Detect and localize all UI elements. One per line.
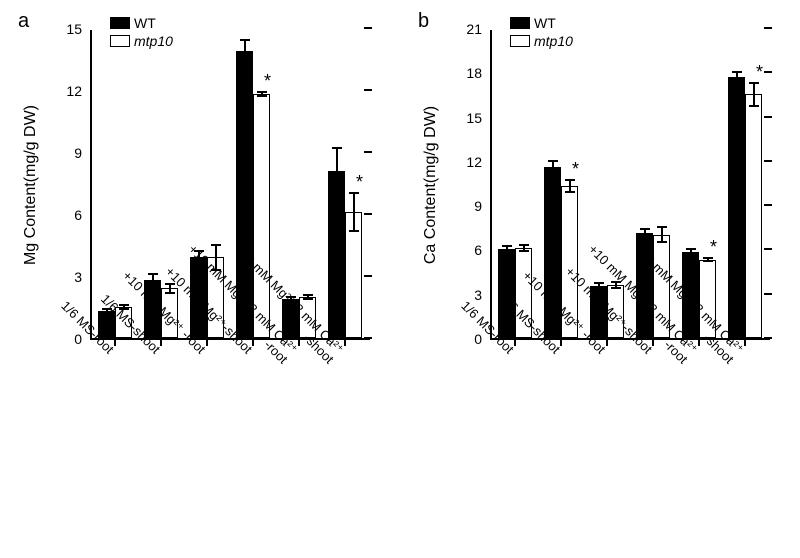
- error-cap: [657, 226, 667, 228]
- significance-marker: *: [710, 238, 717, 256]
- error-cap: [565, 191, 575, 193]
- error-cap: [749, 82, 759, 84]
- ytick-mark: [764, 71, 772, 73]
- legend-swatch-wt-b: [510, 17, 530, 29]
- error-cap: [240, 39, 250, 41]
- significance-marker: *: [264, 72, 271, 90]
- ytick-label: 21: [466, 21, 492, 37]
- significance-marker: *: [356, 173, 363, 191]
- ytick-label: 15: [66, 21, 92, 37]
- error-cap: [519, 244, 529, 246]
- error-bar: [661, 227, 663, 242]
- ytick-label: 3: [474, 287, 492, 303]
- panel-b-xlabels: 1/6 MS-root1/6 MS-shoot+10 mM Mg²⁺ -root…: [490, 342, 770, 542]
- bar-wt: [728, 77, 745, 338]
- legend-label-wt-b: WT: [534, 15, 556, 31]
- error-cap: [303, 294, 313, 296]
- error-cap: [732, 80, 742, 82]
- panel-b-ylabel-text: Ca Content(mg/g DW): [422, 106, 440, 264]
- panel-a-xlabels: 1/6 MS-root1/6 MS-shoot+10 mM Mg²⁺ -root…: [90, 342, 370, 542]
- bar-mtp: [745, 94, 762, 338]
- error-bar: [336, 148, 338, 193]
- error-cap: [565, 179, 575, 181]
- error-cap: [686, 254, 696, 256]
- ytick-label: 3: [74, 269, 92, 285]
- ytick-label: 6: [74, 207, 92, 223]
- ytick-mark: [764, 116, 772, 118]
- error-cap: [640, 228, 650, 230]
- error-cap: [640, 237, 650, 239]
- error-cap: [686, 248, 696, 250]
- error-cap: [548, 160, 558, 162]
- ytick-label: 12: [66, 83, 92, 99]
- error-bar: [753, 83, 755, 107]
- panel-b: b Ca Content(mg/g DW) WT mtp10 036912151…: [410, 10, 790, 550]
- error-cap: [148, 273, 158, 275]
- ytick-label: 18: [466, 65, 492, 81]
- error-cap: [332, 147, 342, 149]
- error-cap: [548, 172, 558, 174]
- error-cap: [165, 292, 175, 294]
- ytick-mark: [364, 337, 372, 339]
- significance-marker: *: [572, 160, 579, 178]
- panel-a-ylabel-text: Mg Content(mg/g DW): [22, 105, 40, 265]
- ytick-mark: [364, 151, 372, 153]
- error-cap: [257, 95, 267, 97]
- error-cap: [703, 260, 713, 262]
- ytick-label: 15: [466, 110, 492, 126]
- error-cap: [749, 105, 759, 107]
- legend-swatch-wt: [110, 17, 130, 29]
- significance-marker: *: [756, 63, 763, 81]
- legend-label-wt: WT: [134, 15, 156, 31]
- error-cap: [332, 192, 342, 194]
- ytick-mark: [764, 293, 772, 295]
- figure: a Mg Content(mg/g DW) WT mtp10 03691215*…: [0, 0, 800, 558]
- error-cap: [519, 250, 529, 252]
- ytick-label: 9: [474, 198, 492, 214]
- error-cap: [303, 298, 313, 300]
- error-cap: [349, 192, 359, 194]
- error-cap: [502, 251, 512, 253]
- panel-b-ylabel: Ca Content(mg/g DW): [420, 30, 442, 340]
- ytick-mark: [764, 337, 772, 339]
- error-cap: [657, 241, 667, 243]
- ytick-label: 9: [74, 145, 92, 161]
- error-bar: [353, 193, 355, 230]
- ytick-label: 6: [474, 242, 492, 258]
- panel-a: a Mg Content(mg/g DW) WT mtp10 03691215*…: [10, 10, 390, 550]
- ytick-mark: [364, 275, 372, 277]
- ytick-mark: [364, 89, 372, 91]
- bar-wt: [328, 171, 345, 338]
- error-cap: [502, 245, 512, 247]
- error-cap: [703, 257, 713, 259]
- error-cap: [240, 60, 250, 62]
- error-bar: [244, 40, 246, 61]
- ytick-mark: [364, 27, 372, 29]
- error-cap: [732, 71, 742, 73]
- ytick-mark: [764, 27, 772, 29]
- error-cap: [257, 91, 267, 93]
- ytick-label: 12: [466, 154, 492, 170]
- ytick-mark: [764, 248, 772, 250]
- panel-a-ylabel: Mg Content(mg/g DW): [20, 30, 42, 340]
- ytick-mark: [764, 160, 772, 162]
- ytick-mark: [764, 204, 772, 206]
- ytick-mark: [364, 213, 372, 215]
- error-cap: [349, 230, 359, 232]
- error-cap: [211, 244, 221, 246]
